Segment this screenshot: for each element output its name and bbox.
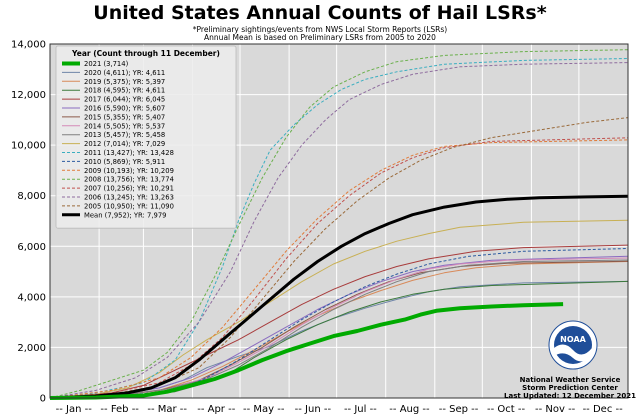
x-tick-label: -- Jan -- xyxy=(56,404,93,415)
legend-entry: 2005 (10,950); YR: 11,090 xyxy=(84,202,174,210)
series-line xyxy=(49,49,629,399)
credit-center: Storm Prediction Center xyxy=(522,384,618,392)
x-tick-label: -- Nov -- xyxy=(535,404,576,415)
legend-entry: 2014 (5,505); YR: 5,537 xyxy=(84,122,165,130)
legend-entry: 2008 (13,756); YR: 13,774 xyxy=(84,176,174,184)
legend-title: Year (Count through 11 December) xyxy=(71,49,220,58)
chart-subtitle-line1: *Preliminary sightings/events from NWS L… xyxy=(192,25,448,34)
legend-entry: Mean (7,952); YR: 7,979 xyxy=(84,211,166,219)
x-tick-label: -- Apr -- xyxy=(197,404,235,415)
credit-agency: National Weather Service xyxy=(519,376,621,384)
x-tick-label: -- Feb -- xyxy=(100,404,139,415)
credit-updated: Last Updated: 12 December 2021 xyxy=(504,392,636,400)
x-tick-label: -- Sep -- xyxy=(439,404,479,415)
legend-entry: 2018 (4,595); YR: 4,611 xyxy=(84,87,165,95)
legend-entry: 2007 (10,256); YR: 10,291 xyxy=(84,185,174,193)
legend-entry: 2021 (3,714) xyxy=(84,60,129,68)
y-tick-label: 4,000 xyxy=(17,292,46,303)
plot-frame xyxy=(49,43,629,399)
x-tick-label: -- Jul -- xyxy=(344,404,377,415)
series-line xyxy=(49,194,629,400)
series-line xyxy=(49,58,629,399)
legend-entry: 2015 (5,355); YR: 5,407 xyxy=(84,113,165,121)
chart-subtitle-line2: Annual Mean is based on Preliminary LSRs… xyxy=(204,33,436,42)
series-line xyxy=(49,219,629,399)
series-line xyxy=(49,139,629,399)
y-tick-label: 10,000 xyxy=(11,141,46,152)
series-line xyxy=(49,62,629,399)
series-lines xyxy=(49,49,629,400)
legend-entry: 2017 (6,044); YR: 6,045 xyxy=(84,96,165,104)
series-line xyxy=(49,255,629,399)
legend-entry: 2010 (5,869); YR: 5,911 xyxy=(84,158,165,166)
legend-entry: 2009 (10,193); YR: 10,209 xyxy=(84,167,174,175)
y-tick-label: 8,000 xyxy=(17,191,46,202)
series-line xyxy=(49,137,629,399)
x-tick-label: -- Mar -- xyxy=(147,404,187,415)
x-tick-label: -- May -- xyxy=(243,404,285,415)
x-tick-label: -- Aug -- xyxy=(389,404,430,415)
legend: Year (Count through 11 December) 2021 (3,… xyxy=(55,45,237,229)
y-tick-label: 2,000 xyxy=(17,343,46,354)
series-line xyxy=(49,302,564,400)
axes: 0 2,000 4,000 6,000 8,000 10,000 12,000 14,000 -… xyxy=(11,40,623,416)
y-tick-label: 14,000 xyxy=(11,40,46,51)
y-tick-label: 6,000 xyxy=(17,242,46,253)
x-tick-label: -- Jun -- xyxy=(295,404,332,415)
noaa-logo-icon: NOAA xyxy=(548,320,598,370)
chart-title: United States Annual Counts of Hail LSRs… xyxy=(93,2,547,24)
x-tick-label: -- Dec -- xyxy=(583,404,624,415)
legend-entry: 2019 (5,375); YR: 5,397 xyxy=(84,78,165,86)
legend-entry: 2006 (13,245); YR: 13,263 xyxy=(84,194,174,202)
legend-entry: 2020 (4,611); YR: 4,611 xyxy=(84,69,165,77)
legend-box xyxy=(55,45,237,229)
noaa-logo-text: NOAA xyxy=(560,335,586,344)
y-tick-label: 0 xyxy=(40,394,46,405)
legend-entry: 2011 (13,427); YR: 13,428 xyxy=(84,149,174,157)
legend-entry: 2012 (7,014); YR: 7,029 xyxy=(84,140,165,148)
series-line xyxy=(49,244,629,399)
y-tick-label: 12,000 xyxy=(11,90,46,101)
legend-entry: 2016 (5,590); YR: 5,607 xyxy=(84,105,165,113)
x-tick-label: -- Oct -- xyxy=(487,404,525,415)
legend-entry: 2013 (5,457); YR: 5,458 xyxy=(84,131,165,139)
series-line xyxy=(49,259,629,399)
